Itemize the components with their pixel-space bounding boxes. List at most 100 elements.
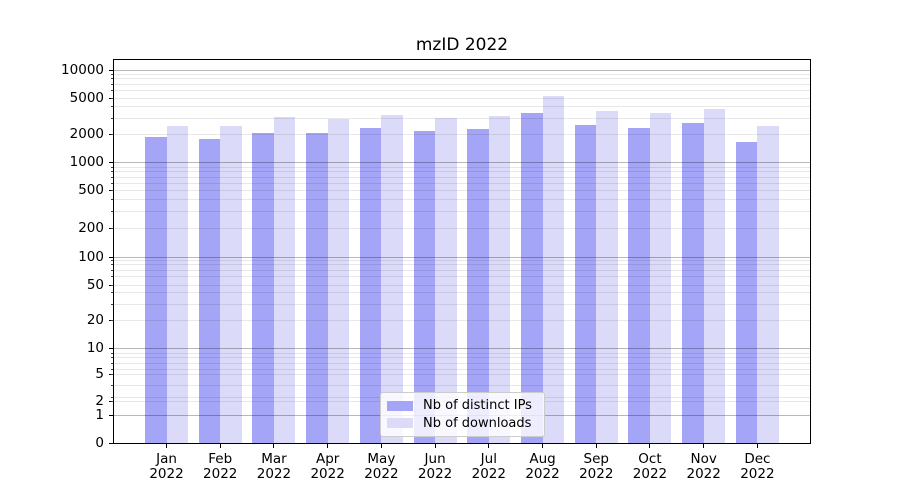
y-minortick-40 <box>111 292 113 294</box>
x-tick-label-mar: Mar 2022 <box>242 452 306 482</box>
bar-distinct-ips-oct <box>628 128 650 443</box>
x-tick-label-jun: Jun 2022 <box>403 452 467 482</box>
y-tick-label-500: 500 <box>78 182 104 199</box>
y-tick-1000 <box>109 162 113 164</box>
gridline-minor-2000 <box>114 134 810 136</box>
bar-downloads-sep <box>596 111 618 443</box>
x-tick-month: Apr <box>315 451 340 467</box>
bar-downloads-dec <box>757 125 779 443</box>
legend-item-downloads: Nb of downloads <box>387 415 538 433</box>
x-tick-year: 2022 <box>364 466 399 482</box>
bar-downloads-mar <box>273 117 296 443</box>
y-minortick-60 <box>111 275 113 277</box>
y-minortick-500 <box>111 190 113 192</box>
x-tick-label-may: May 2022 <box>349 452 413 482</box>
legend-label-distinct-ips: Nb of distinct IPs <box>423 398 532 414</box>
gridline-major-1000 <box>114 162 810 164</box>
y-tick-label-10000: 10000 <box>61 61 104 78</box>
y-tick-label-5000: 5000 <box>69 89 104 106</box>
x-tick-month: Jul <box>480 451 497 467</box>
y-minortick-50 <box>111 284 113 286</box>
y-minortick-3000 <box>111 117 113 119</box>
y-minortick-7000 <box>111 83 113 85</box>
x-tick-month: Feb <box>208 451 233 467</box>
gridline-minor-900 <box>114 166 810 168</box>
chart-title: mzID 2022 <box>415 35 509 55</box>
gridline-minor-90 <box>114 259 810 261</box>
y-tick-label-0: 0 <box>95 435 104 451</box>
bar-distinct-ips-jun <box>413 131 436 443</box>
legend-label-downloads: Nb of downloads <box>423 415 532 431</box>
x-tick-apr <box>327 444 329 448</box>
gridline-minor-20 <box>114 320 810 322</box>
gridline-minor-70 <box>114 269 810 271</box>
gridline-minor-300 <box>114 210 810 212</box>
x-tick-oct <box>649 444 651 448</box>
bar-downloads-jan <box>166 125 188 443</box>
y-tick-10000 <box>109 69 113 71</box>
x-tick-year: 2022 <box>417 466 453 482</box>
x-tick-month: May <box>367 451 396 467</box>
gridline-minor-600 <box>114 182 810 184</box>
legend-swatch-distinct-ips <box>387 400 413 411</box>
y-minortick-30 <box>111 303 113 305</box>
x-tick-sep <box>595 444 597 448</box>
x-tick-jun <box>434 444 436 448</box>
y-minortick-90 <box>111 259 113 261</box>
y-minortick-70 <box>111 269 113 271</box>
x-tick-month: Jan <box>156 451 177 467</box>
y-minortick-7 <box>111 362 113 364</box>
plot-area: 10000 5000 2000 1000 500 200 100 50 20 10 5 2 1 0 Jan 2… <box>61 59 811 482</box>
x-tick-label-apr: Apr 2022 <box>296 452 360 482</box>
y-minortick-6 <box>111 368 113 370</box>
gridline-minor-30 <box>114 303 810 305</box>
x-tick-feb <box>219 444 221 448</box>
x-tick-year: 2022 <box>740 466 775 482</box>
x-tick-aug <box>542 444 544 448</box>
x-tick-label-jul: Jul 2022 <box>457 452 521 482</box>
gridline-minor-200 <box>114 228 810 229</box>
bar-distinct-ips-nov <box>682 122 704 443</box>
x-tick-month: Aug <box>529 451 556 467</box>
x-tick-year: 2022 <box>310 466 345 482</box>
gridline-minor-4 <box>114 385 810 387</box>
y-tick-label-5: 5 <box>95 365 104 382</box>
bar-downloads-jun <box>435 117 457 443</box>
y-minortick-2000 <box>111 134 113 136</box>
x-tick-label-nov: Nov 2022 <box>672 452 736 482</box>
bar-distinct-ips-dec <box>735 141 758 443</box>
bar-distinct-ips-sep <box>574 124 597 443</box>
gridline-minor-6000 <box>114 89 810 91</box>
y-tick-label-10: 10 <box>86 339 104 356</box>
x-tick-year: 2022 <box>203 466 238 482</box>
y-minortick-600 <box>111 182 113 184</box>
bar-downloads-nov <box>703 108 726 443</box>
bar-downloads-feb <box>220 126 242 443</box>
y-minortick-8000 <box>111 78 113 80</box>
gridline-minor-5 <box>114 373 810 375</box>
gridline-minor-7 <box>114 362 810 364</box>
gridline-major-10000 <box>114 69 810 71</box>
y-tick-label-200: 200 <box>78 220 104 236</box>
gridline-minor-9000 <box>114 73 810 75</box>
gridline-minor-8 <box>114 357 810 359</box>
gridline-major-10 <box>114 347 810 349</box>
gridline-minor-6 <box>114 368 810 370</box>
gridline-minor-50 <box>114 284 810 286</box>
x-tick-year: 2022 <box>471 466 506 482</box>
bar-distinct-ips-apr <box>306 133 328 443</box>
gridline-minor-700 <box>114 176 810 178</box>
y-minortick-400 <box>111 199 113 201</box>
x-tick-may <box>380 444 382 448</box>
x-tick-month: Nov <box>690 451 717 467</box>
gridline-minor-40 <box>114 292 810 294</box>
y-tick-label-2: 2 <box>95 392 104 409</box>
y-tick-10 <box>109 347 113 349</box>
legend: Nb of distinct IPs Nb of downloads <box>380 392 545 437</box>
x-tick-dec <box>756 444 758 448</box>
gridline-minor-4000 <box>114 106 810 108</box>
bar-downloads-may <box>381 114 403 443</box>
gridline-minor-8000 <box>114 78 810 80</box>
gridline-minor-80 <box>114 264 810 266</box>
